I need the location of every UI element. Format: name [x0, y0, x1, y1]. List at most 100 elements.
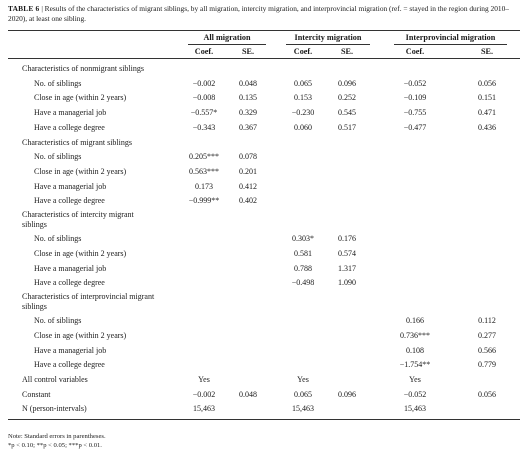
coefficient-cell: 0.563***: [189, 166, 219, 176]
column-group-underline: [286, 44, 370, 45]
standard-error-cell: 0.329: [239, 108, 257, 118]
standard-error-cell: 0.779: [478, 360, 496, 370]
coefficient-cell: 0.153: [294, 93, 312, 103]
significance-note: *p < 0.10; **p < 0.05; ***p < 0.01.: [8, 442, 102, 449]
column-subheader: SE.: [340, 47, 354, 56]
header-bottom-rule: [8, 58, 520, 59]
row-label: No. of siblings: [34, 152, 82, 162]
standard-error-cell: 0.096: [338, 389, 356, 399]
standard-error-cell: 0.367: [239, 122, 257, 132]
coefficient-cell: 0.205***: [189, 152, 219, 162]
standard-error-cell: 0.545: [338, 108, 356, 118]
row-label: All control variables: [22, 375, 88, 384]
standard-error-cell: 0.436: [478, 122, 496, 132]
coefficient-cell: 0.065: [294, 389, 312, 399]
standard-error-cell: 0.056: [478, 389, 496, 399]
coefficient-cell: −1.754**: [399, 360, 431, 370]
standard-error-cell: 0.048: [239, 389, 257, 399]
coefficient-cell: −0.008: [192, 93, 216, 103]
standard-error-cell: 0.517: [338, 122, 356, 132]
standard-error-cell: 0.078: [239, 152, 257, 162]
coefficient-cell: 0.108: [406, 345, 424, 355]
standard-error-cell: 0.402: [239, 196, 257, 206]
coefficient-cell: −0.002: [192, 389, 216, 399]
coefficient-cell: 0.060: [294, 122, 312, 132]
coefficient-cell: −0.052: [403, 78, 427, 88]
table-top-rule: [8, 30, 520, 31]
row-label: Close in age (within 2 years): [34, 93, 127, 103]
standard-error-cell: 0.574: [338, 248, 356, 258]
standard-error-cell: 0.135: [239, 93, 257, 103]
coefficient-cell: −0.052: [403, 389, 427, 399]
standard-error-cell: 0.277: [478, 330, 496, 340]
table-note: Note: Standard errors in parentheses.: [8, 433, 106, 440]
column-group-header: All migration: [203, 33, 251, 42]
coefficient-cell: −0.498: [291, 278, 315, 288]
row-label: Have a managerial job: [34, 108, 107, 118]
coefficient-cell: −0.999**: [188, 196, 220, 206]
table-label: TABLE 6: [8, 4, 40, 13]
coefficient-cell: −0.230: [291, 108, 315, 118]
caption-text: Results of the characteristics of migran…: [8, 4, 509, 23]
column-group-header: Interprovincial migration: [405, 33, 496, 42]
row-label: Constant: [22, 389, 51, 399]
coefficient-cell: Yes: [198, 375, 210, 384]
standard-error-cell: 0.048: [239, 78, 257, 88]
standard-error-cell: 0.096: [338, 78, 356, 88]
section-heading: Characteristics of migrant siblings: [22, 137, 132, 147]
row-label: Have a managerial job: [34, 181, 107, 191]
table-bottom-rule: [8, 419, 520, 420]
coefficient-cell: 0.303*: [292, 234, 314, 244]
standard-error-cell: 0.471: [478, 108, 496, 118]
coefficient-cell: 0.065: [294, 78, 312, 88]
table-caption: TABLE 6 | Results of the characteristics…: [8, 4, 520, 24]
coefficient-cell: −0.109: [403, 93, 427, 103]
row-label: Have a college degree: [34, 360, 105, 370]
row-label: Close in age (within 2 years): [34, 166, 127, 176]
coefficient-cell: 0.173: [195, 181, 213, 191]
section-heading: Characteristics of interprovincial migra…: [22, 292, 155, 301]
coefficient-cell: 0.581: [294, 248, 312, 258]
coefficient-cell: Yes: [409, 375, 421, 384]
standard-error-cell: 1.090: [338, 278, 356, 288]
column-group-header: Intercity migration: [294, 33, 362, 42]
column-subheader: Coef.: [293, 47, 313, 56]
row-label: Close in age (within 2 years): [34, 330, 127, 340]
coefficient-cell: 0.788: [294, 263, 312, 273]
standard-error-cell: 1.317: [338, 263, 356, 273]
section-heading: Characteristics of nonmigrant siblings: [22, 64, 144, 73]
coefficient-cell: 15,463: [292, 404, 314, 414]
coefficient-cell: 15,463: [404, 404, 426, 414]
standard-error-cell: 0.252: [338, 93, 356, 103]
column-subheader: Coef.: [405, 47, 425, 56]
section-heading: Characteristics of intercity migrant: [22, 210, 134, 219]
standard-error-cell: 0.112: [478, 316, 496, 326]
coefficient-cell: 0.736***: [400, 330, 430, 340]
coefficient-cell: 0.166: [406, 316, 424, 326]
row-label: No. of siblings: [34, 234, 82, 244]
row-label: No. of siblings: [34, 316, 82, 326]
coefficient-cell: −0.557*: [190, 108, 218, 118]
row-label: Close in age (within 2 years): [34, 248, 127, 258]
section-heading-continued: siblings: [22, 220, 47, 229]
row-label: Have a college degree: [34, 196, 105, 206]
row-label: No. of siblings: [34, 78, 82, 88]
row-label: Have a college degree: [34, 278, 105, 288]
column-subheader: Coef.: [194, 47, 214, 56]
standard-error-cell: 0.176: [338, 234, 356, 244]
section-heading-continued: siblings: [22, 302, 47, 311]
coefficient-cell: −0.002: [192, 78, 216, 88]
standard-error-cell: 0.566: [478, 345, 496, 355]
caption-separator: |: [41, 4, 43, 13]
column-subheader: SE.: [480, 47, 494, 56]
row-label: Have a college degree: [34, 122, 105, 132]
row-label: Have a managerial job: [34, 263, 107, 273]
coefficient-cell: −0.755: [403, 108, 427, 118]
coefficient-cell: 15,463: [193, 404, 215, 414]
standard-error-cell: 0.056: [478, 78, 496, 88]
row-label: N (person-intervals): [22, 404, 87, 414]
column-subheader: SE.: [241, 47, 255, 56]
standard-error-cell: 0.412: [239, 181, 257, 191]
standard-error-cell: 0.151: [478, 93, 496, 103]
column-group-underline: [188, 44, 266, 45]
